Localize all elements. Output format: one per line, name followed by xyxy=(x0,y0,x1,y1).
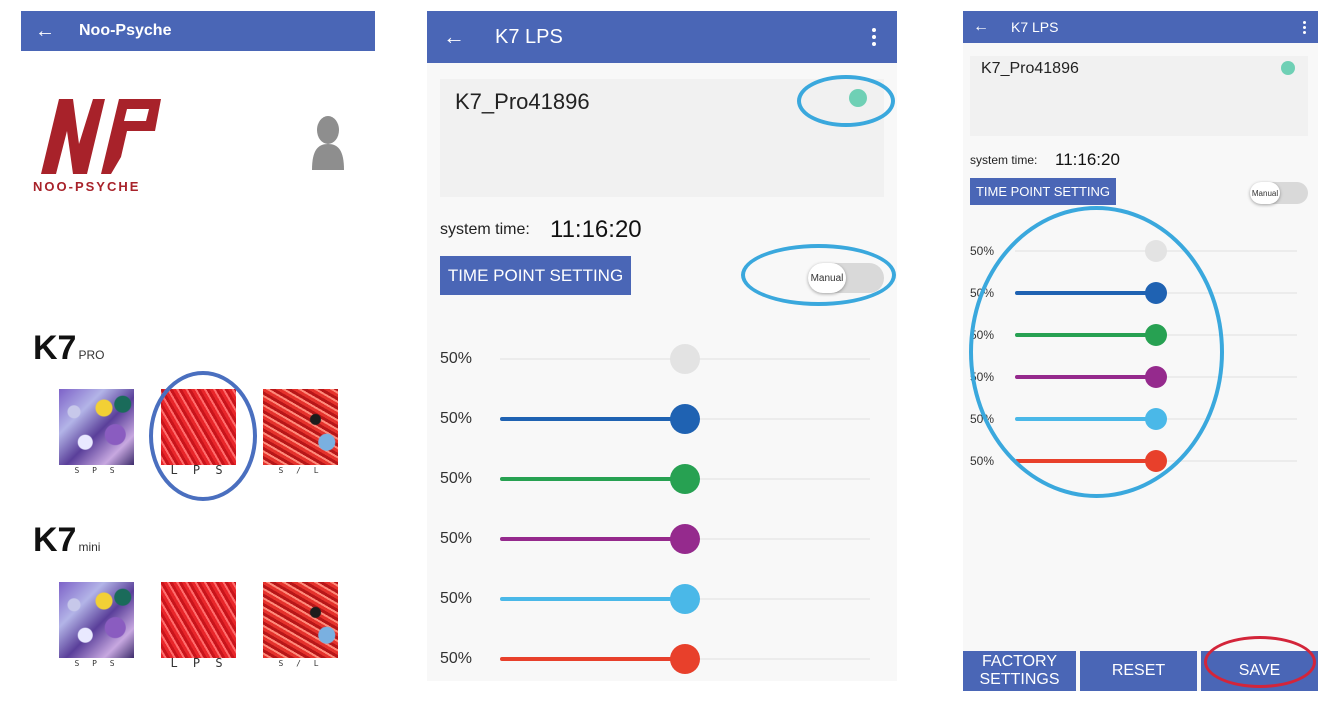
k7-pro-sl-label: S / L xyxy=(278,466,323,475)
slider-knob[interactable] xyxy=(670,644,700,674)
device-card[interactable]: K7_Pro41896 xyxy=(970,56,1308,136)
slider-knob[interactable] xyxy=(1145,450,1167,472)
slider-knob[interactable] xyxy=(1145,408,1167,430)
slider-fill xyxy=(1015,291,1156,295)
channel-percent-label: 50% xyxy=(970,412,995,426)
app-title: Noo-Psyche xyxy=(79,22,172,39)
group-name: K7 xyxy=(33,521,77,559)
channel-percent-label: 50% xyxy=(970,328,995,342)
channel-percent-label: 50% xyxy=(970,286,995,300)
slider-knob[interactable] xyxy=(1145,282,1167,304)
k7-mini-sl-label: S / L xyxy=(278,659,323,668)
save-button[interactable]: SAVE xyxy=(1201,651,1318,691)
device-card[interactable]: K7_Pro41896 xyxy=(440,79,884,197)
channel-percent-label: 50% xyxy=(440,410,473,427)
channel-percent-label: 50% xyxy=(440,590,473,607)
device-name: K7_Pro41896 xyxy=(455,89,590,114)
k7-mini-sps-label: S P S xyxy=(74,659,119,668)
slider-fill xyxy=(1015,333,1156,337)
k7-pro-lps-label: L P S xyxy=(170,463,227,477)
k7-mini-heading: K7 mini xyxy=(33,521,100,560)
slider-knob[interactable] xyxy=(670,464,700,494)
channel-percent-label: 50% xyxy=(440,530,473,547)
group-suffix: mini xyxy=(78,540,101,554)
k7-mini-sps-thumbnail[interactable] xyxy=(59,582,134,658)
slider-knob[interactable] xyxy=(1145,240,1167,262)
channel-percent-label: 50% xyxy=(440,470,473,487)
channel-percent-label: 50% xyxy=(440,650,473,667)
slider-knob[interactable] xyxy=(670,524,700,554)
slider-knob[interactable] xyxy=(670,584,700,614)
system-time-label: system time: xyxy=(440,221,530,238)
slider-knob[interactable] xyxy=(670,344,700,374)
k7-pro-sps-thumbnail[interactable] xyxy=(59,389,134,465)
k7-pro-sl-thumbnail[interactable] xyxy=(263,389,338,465)
back-arrow-icon[interactable]: ← xyxy=(35,19,55,42)
channel-percent-label: 50% xyxy=(970,244,995,258)
channel-percent-label: 50% xyxy=(970,370,995,384)
slider-knob[interactable] xyxy=(670,404,700,434)
factory-settings-button[interactable]: FACTORY SETTINGS xyxy=(963,651,1076,691)
lps-app-bar: ← K7 LPS xyxy=(963,11,1318,43)
slider-fill xyxy=(500,537,685,541)
slider-knob[interactable] xyxy=(1145,324,1167,346)
channel-percent-label: 50% xyxy=(440,350,473,367)
group-suffix: PRO xyxy=(78,348,105,362)
toggle-knob: Manual xyxy=(1250,182,1280,204)
slider-knob[interactable] xyxy=(1145,366,1167,388)
toggle-label: Manual xyxy=(810,272,844,284)
np-logo-mark-icon xyxy=(41,99,161,174)
toggle-knob: Manual xyxy=(808,263,846,293)
back-arrow-icon[interactable]: ← xyxy=(973,18,989,35)
k7-mini-lps-label: L P S xyxy=(170,656,227,670)
more-vert-icon[interactable] xyxy=(1300,17,1308,37)
k7-mini-lps-thumbnail[interactable] xyxy=(161,582,236,658)
home-app-bar: ← Noo-Psyche xyxy=(21,11,375,51)
connection-status-dot xyxy=(849,89,867,107)
system-time-value: 11:16:20 xyxy=(550,216,642,243)
slider-fill xyxy=(500,597,685,601)
connection-status-dot xyxy=(1281,61,1295,75)
k7-pro-heading: K7 PRO xyxy=(33,329,104,368)
slider-fill xyxy=(1015,375,1156,379)
screen-k7-lps-save: ← K7 LPS K7_Pro41896 system time: 11:16:… xyxy=(963,11,1318,691)
system-time-label: system time: xyxy=(970,153,1038,167)
slider-fill xyxy=(500,417,685,421)
manual-mode-toggle[interactable]: Manual xyxy=(808,263,884,293)
k7-pro-sps-label: S P S xyxy=(74,466,119,475)
logo-wordmark: NOO-PSYCHE xyxy=(33,179,141,194)
slider-fill xyxy=(1015,459,1156,463)
back-arrow-icon[interactable]: ← xyxy=(443,24,465,49)
system-time-value: 11:16:20 xyxy=(1055,150,1120,169)
profile-icon[interactable] xyxy=(310,114,346,170)
screen-home: ← Noo-Psyche NOO-PSYCHE K7 PRO S P S L P … xyxy=(21,11,375,711)
manual-mode-toggle[interactable]: Manual xyxy=(1250,182,1308,204)
time-point-setting-button[interactable]: TIME POINT SETTING xyxy=(970,178,1116,205)
slider-fill xyxy=(1015,417,1156,421)
more-vert-icon[interactable] xyxy=(869,25,879,49)
slider-fill xyxy=(500,657,685,661)
device-name: K7_Pro41896 xyxy=(981,60,1079,77)
screen-title: K7 LPS xyxy=(495,25,563,48)
time-point-setting-button[interactable]: TIME POINT SETTING xyxy=(440,256,631,295)
screen-title: K7 LPS xyxy=(1011,19,1059,35)
k7-pro-lps-thumbnail[interactable] xyxy=(161,389,236,465)
lps-app-bar: ← K7 LPS xyxy=(427,11,897,63)
group-name: K7 xyxy=(33,329,77,367)
channel-percent-label: 50% xyxy=(970,454,995,468)
screen-k7-lps: ← K7 LPS K7_Pro41896 system time: 11:16:… xyxy=(427,11,897,681)
noo-psyche-logo: NOO-PSYCHE xyxy=(31,89,171,199)
slider-fill xyxy=(500,477,685,481)
reset-button[interactable]: RESET xyxy=(1080,651,1197,691)
toggle-label: Manual xyxy=(1251,188,1279,198)
k7-mini-sl-thumbnail[interactable] xyxy=(263,582,338,658)
